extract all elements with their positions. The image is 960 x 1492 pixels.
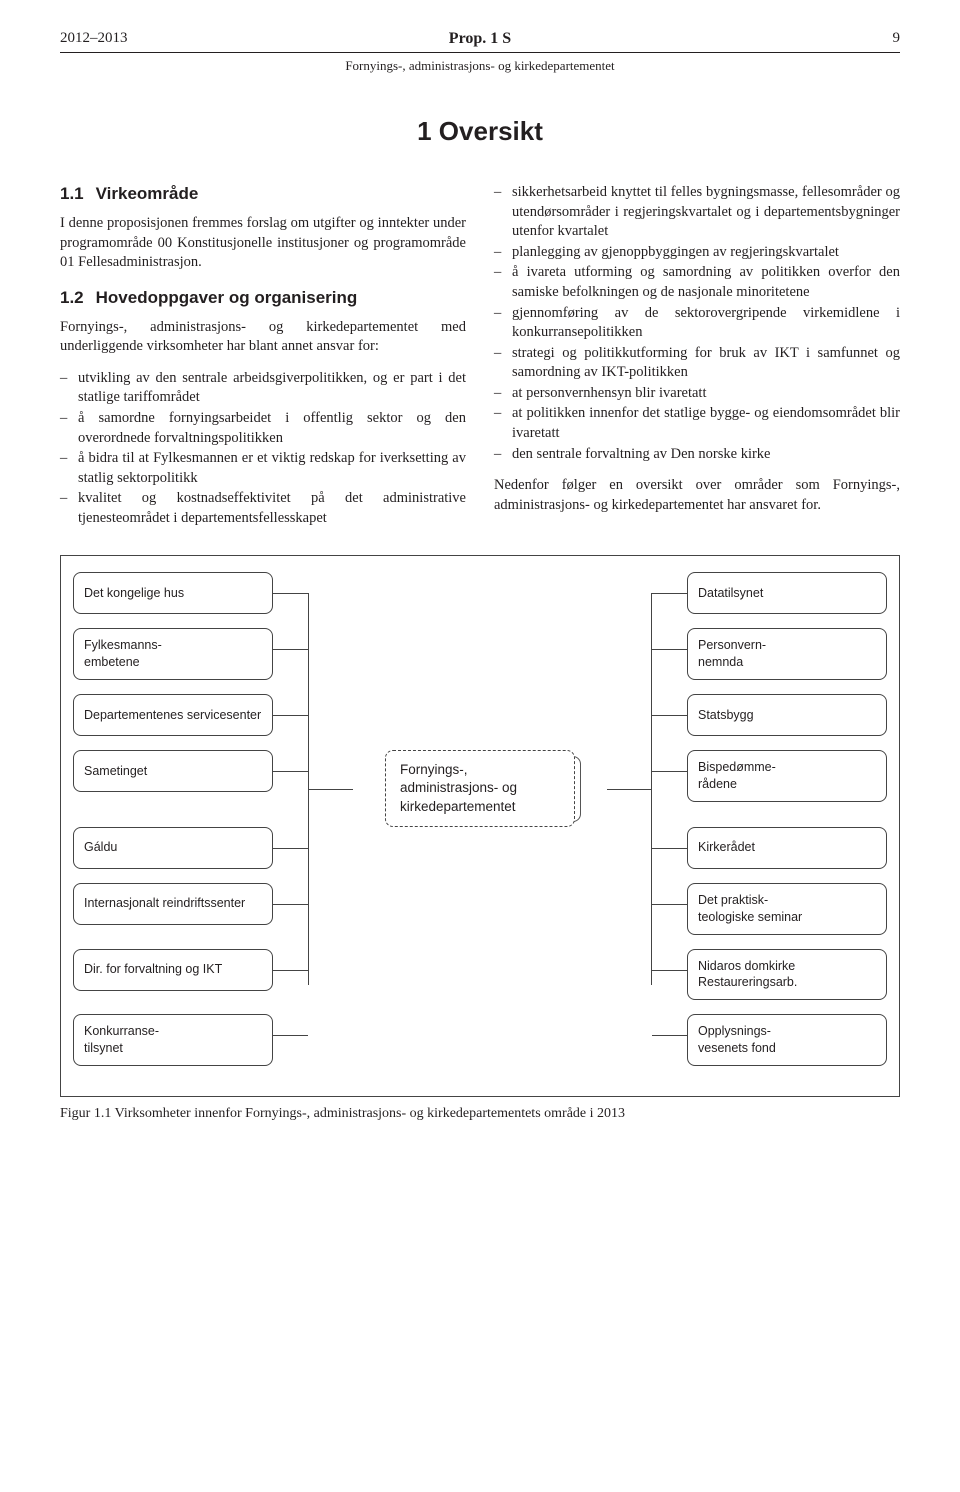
bullet-item: å ivareta utforming og samordning av pol… (494, 263, 900, 302)
bullet-item: strategi og politikkutforming for bruk a… (494, 344, 900, 383)
org-box-right: Nidaros domkirke Restaureringsarb. (687, 949, 887, 1001)
org-row: Internasjonalt reindriftssenter Det prakt… (73, 883, 887, 949)
org-center-box: Fornyings-, administrasjons- og kirkedep… (385, 750, 575, 827)
org-box-left: Internasjonalt reindriftssenter (73, 883, 273, 925)
org-box-left: Departementenes servicesenter (73, 694, 273, 736)
bullet-item: sikkerhetsarbeid knyttet til felles bygn… (494, 183, 900, 242)
org-box-right: Statsbygg (687, 694, 887, 736)
header-sub: Fornyings-, administrasjons- og kirkedep… (60, 57, 900, 75)
bullet-item: å bidra til at Fylkesmannen er et viktig… (60, 449, 466, 488)
org-box-right: Kirkerådet (687, 827, 887, 869)
bullet-list-left: utvikling av den sentrale arbeidsgiverpo… (60, 369, 466, 529)
org-box-left: Det kongelige hus (73, 572, 273, 614)
page-header: 2012–2013 Prop. 1 S 9 (60, 28, 900, 53)
page-title: 1 Oversikt (60, 114, 900, 149)
bullet-item: planlegging av gjenoppbyggingen av regje… (494, 243, 900, 263)
org-row: Konkurranse- tilsynet Opplysnings- vesene… (73, 1014, 887, 1080)
org-bus-left (308, 593, 309, 985)
org-box-right: Det praktisk- teologiske seminar (687, 883, 887, 935)
header-year: 2012–2013 (60, 28, 128, 48)
bullet-item: den sentrale forvaltning av Den norske k… (494, 445, 900, 465)
section-label: Virkeområde (96, 184, 199, 203)
org-box-right: Datatilsynet (687, 572, 887, 614)
section-1-1-para: I denne proposisjonen fremmes forslag om… (60, 214, 466, 273)
bullet-list-right: sikkerhetsarbeid knyttet til felles bygn… (494, 183, 900, 464)
section-label: Hovedoppgaver og organisering (96, 288, 358, 307)
org-box-left: Sametinget (73, 750, 273, 792)
bullet-item: at personvernhensyn blir ivaretatt (494, 384, 900, 404)
section-1-2-head: 1.2 Hovedoppgaver og organisering (60, 287, 466, 310)
org-box-left: Konkurranse- tilsynet (73, 1014, 273, 1066)
org-box-right: Opplysnings- vesenets fond (687, 1014, 887, 1066)
bullet-item: utvikling av den sentrale arbeidsgiverpo… (60, 369, 466, 408)
section-1-1-head: 1.1 Virkeområde (60, 183, 466, 206)
org-row: Dir. for forvaltning og IKT Nidaros domki… (73, 949, 887, 1015)
page-number: 9 (893, 28, 901, 48)
org-box-left: Gáldu (73, 827, 273, 869)
left-column: 1.1 Virkeområde I denne proposisjonen fre… (60, 183, 466, 529)
org-box-left: Dir. for forvaltning og IKT (73, 949, 273, 991)
org-chart: Det kongelige hus Datatilsynet Fylkesmanns… (60, 555, 900, 1097)
closing-para: Nedenfor følger en oversikt over områder… (494, 476, 900, 515)
bullet-item: kvalitet og kostnadseffektivitet på det … (60, 489, 466, 528)
org-row: Fylkesmanns- embetene Personvern- nemnda (73, 628, 887, 694)
two-column-body: 1.1 Virkeområde I denne proposisjonen fre… (60, 183, 900, 529)
org-box-right: Bispedømme- rådene (687, 750, 887, 802)
org-box-right: Personvern- nemnda (687, 628, 887, 680)
org-row: Gáldu Kirkerådet (73, 827, 887, 883)
section-num: 1.2 (60, 288, 84, 307)
section-1-2-intro: Fornyings-, administrasjons- og kirkedep… (60, 318, 466, 357)
bullet-item: at politikken innenfor det statlige bygg… (494, 404, 900, 443)
org-box-left: Fylkesmanns- embetene (73, 628, 273, 680)
bullet-item: gjennomføring av de sektorovergripende v… (494, 304, 900, 343)
section-num: 1.1 (60, 184, 84, 203)
figure-caption: Figur 1.1 Virksomheter innenfor Fornying… (60, 1105, 900, 1124)
right-column: sikkerhetsarbeid knyttet til felles bygn… (494, 183, 900, 529)
org-row: Det kongelige hus Datatilsynet (73, 572, 887, 628)
org-bus-right (651, 593, 652, 985)
header-title: Prop. 1 S (60, 28, 900, 50)
bullet-item: å samordne fornyingsarbeidet i offentlig… (60, 409, 466, 448)
org-row: Sametinget Fornyings-, administrasjons- o… (73, 750, 887, 827)
org-center-wrap: Fornyings-, administrasjons- og kirkedep… (385, 750, 575, 827)
org-row: Departementenes servicesenter Statsbygg (73, 694, 887, 750)
